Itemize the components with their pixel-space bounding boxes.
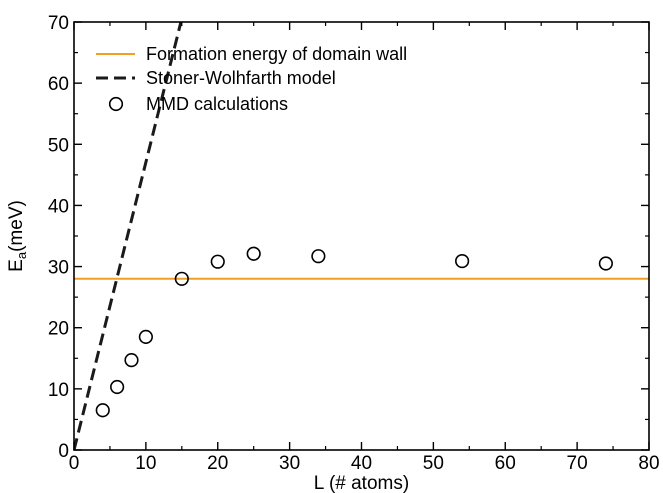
y-axis-title-subscript: a [14, 251, 29, 259]
y-tick-label: 10 [48, 380, 69, 401]
y-tick-label: 40 [48, 196, 69, 217]
mmd-data-point [455, 253, 470, 269]
series-layer [74, 22, 649, 450]
legend: Formation energy of domain wall Stoner-Wo… [96, 44, 407, 114]
y-tick-label: 50 [48, 135, 69, 156]
x-tick-label: 30 [279, 453, 300, 474]
legend-swatch-mmd [108, 96, 124, 112]
mmd-data-point [246, 246, 261, 261]
mmd-data-point [210, 254, 225, 269]
y-tick-label: 70 [48, 13, 69, 34]
y-axis-title-unit: (meV) [6, 200, 27, 252]
x-tick-label: 60 [495, 453, 516, 474]
mmd-data-point [124, 353, 139, 368]
x-tick-label: 20 [207, 453, 228, 474]
axis-ticks: 0 10 20 30 40 50 60 70 80 0 10 20 30 40 50 60 70 [48, 13, 660, 474]
x-tick-label: 50 [423, 453, 444, 474]
legend-label: MMD calculations [146, 94, 288, 114]
mmd-data-point [110, 379, 125, 395]
legend-label: Formation energy of domain wall [146, 44, 407, 64]
x-tick-label: 80 [638, 453, 659, 474]
legend-label: Stoner-Wolhfarth model [146, 68, 336, 88]
x-tick-label: 0 [69, 453, 80, 474]
x-tick-label: 40 [351, 453, 372, 474]
stoner-wolhfarth-line [74, 22, 183, 450]
y-tick-label: 20 [48, 319, 69, 340]
mmd-data-point [311, 249, 326, 264]
y-axis-title-main: E [6, 259, 27, 272]
mmd-data-point [174, 271, 189, 286]
x-axis-title: L (# atoms) [314, 473, 409, 493]
y-axis-title: Ea(meV) [6, 200, 29, 272]
y-tick-label: 0 [58, 441, 69, 462]
y-tick-label: 30 [48, 258, 69, 279]
mmd-data-point [138, 329, 153, 344]
mmd-data-point [598, 256, 613, 271]
x-tick-label: 10 [135, 453, 156, 474]
y-tick-label: 60 [48, 74, 69, 95]
x-tick-label: 70 [567, 453, 588, 474]
mmd-data-point [95, 403, 110, 418]
